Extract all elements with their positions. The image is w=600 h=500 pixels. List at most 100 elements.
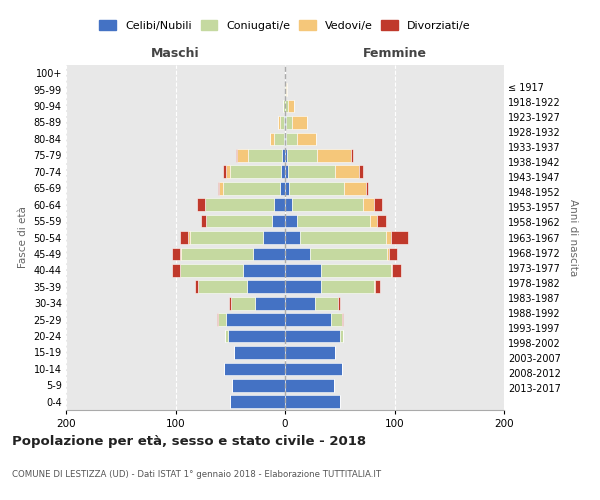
Bar bbox=[205, 198, 274, 211]
Text: Popolazione per età, sesso e stato civile - 2018: Popolazione per età, sesso e stato civil… bbox=[12, 435, 366, 448]
Bar bbox=[386, 231, 391, 244]
Bar bbox=[285, 297, 314, 310]
Bar bbox=[256, 297, 285, 310]
Bar bbox=[232, 297, 256, 310]
Bar bbox=[283, 100, 285, 112]
Bar bbox=[226, 313, 285, 326]
Bar bbox=[387, 248, 389, 260]
Bar bbox=[314, 297, 338, 310]
Bar bbox=[285, 280, 321, 293]
Bar bbox=[342, 313, 343, 326]
Bar bbox=[288, 100, 294, 112]
Bar bbox=[181, 248, 253, 260]
Bar bbox=[281, 166, 285, 178]
Bar bbox=[232, 379, 285, 392]
Bar bbox=[374, 280, 375, 293]
Bar bbox=[289, 182, 344, 194]
Bar bbox=[359, 166, 363, 178]
Bar bbox=[280, 182, 285, 194]
Bar bbox=[282, 149, 285, 162]
Bar bbox=[218, 182, 220, 194]
Bar bbox=[278, 116, 280, 129]
Bar bbox=[389, 248, 397, 260]
Bar bbox=[317, 149, 350, 162]
Bar bbox=[285, 132, 286, 145]
Bar bbox=[230, 396, 285, 408]
Bar bbox=[224, 362, 285, 376]
Bar bbox=[297, 132, 316, 145]
Bar bbox=[237, 149, 248, 162]
Bar bbox=[338, 297, 340, 310]
Bar bbox=[292, 116, 307, 129]
Bar bbox=[248, 149, 282, 162]
Bar bbox=[285, 149, 287, 162]
Bar bbox=[253, 248, 285, 260]
Bar bbox=[321, 280, 374, 293]
Bar bbox=[180, 231, 188, 244]
Bar bbox=[285, 379, 334, 392]
Bar bbox=[366, 182, 368, 194]
Bar bbox=[180, 264, 244, 277]
Bar bbox=[172, 264, 180, 277]
Bar bbox=[285, 264, 321, 277]
Bar bbox=[288, 166, 335, 178]
Text: Maschi: Maschi bbox=[151, 47, 200, 60]
Bar bbox=[285, 116, 286, 129]
Bar bbox=[284, 132, 285, 145]
Bar bbox=[284, 116, 285, 129]
Bar bbox=[363, 198, 374, 211]
Bar bbox=[274, 132, 284, 145]
Y-axis label: Fasce di età: Fasce di età bbox=[18, 206, 28, 268]
Bar bbox=[374, 198, 382, 211]
Bar bbox=[285, 198, 292, 211]
Bar bbox=[285, 313, 331, 326]
Bar bbox=[335, 166, 359, 178]
Bar bbox=[285, 362, 342, 376]
Bar bbox=[206, 214, 272, 228]
Bar bbox=[280, 116, 284, 129]
Bar bbox=[285, 346, 335, 359]
Bar bbox=[285, 182, 289, 194]
Legend: Celibi/Nubili, Coniugati/e, Vedovi/e, Divorziati/e: Celibi/Nubili, Coniugati/e, Vedovi/e, Di… bbox=[95, 16, 475, 35]
Bar bbox=[233, 346, 285, 359]
Bar bbox=[321, 264, 391, 277]
Bar bbox=[285, 330, 340, 342]
Bar bbox=[229, 297, 232, 310]
Bar bbox=[344, 182, 366, 194]
Bar bbox=[188, 231, 190, 244]
Bar bbox=[244, 264, 285, 277]
Bar bbox=[286, 132, 297, 145]
Bar bbox=[297, 214, 370, 228]
Bar bbox=[223, 166, 226, 178]
Bar bbox=[226, 166, 230, 178]
Bar bbox=[285, 248, 310, 260]
Bar bbox=[225, 330, 228, 342]
Text: Femmine: Femmine bbox=[362, 47, 427, 60]
Bar bbox=[200, 214, 206, 228]
Bar bbox=[392, 264, 401, 277]
Bar bbox=[180, 248, 181, 260]
Bar bbox=[195, 280, 199, 293]
Bar bbox=[223, 182, 280, 194]
Bar bbox=[274, 198, 285, 211]
Bar bbox=[331, 313, 342, 326]
Bar bbox=[247, 280, 285, 293]
Bar bbox=[375, 280, 380, 293]
Bar bbox=[197, 198, 205, 211]
Bar bbox=[370, 214, 377, 228]
Bar bbox=[350, 149, 353, 162]
Bar bbox=[340, 330, 343, 342]
Bar bbox=[172, 248, 180, 260]
Bar bbox=[220, 182, 223, 194]
Bar bbox=[391, 264, 392, 277]
Bar bbox=[286, 83, 287, 96]
Bar bbox=[292, 198, 363, 211]
Bar bbox=[218, 313, 226, 326]
Bar bbox=[263, 231, 285, 244]
Y-axis label: Anni di nascita: Anni di nascita bbox=[568, 199, 578, 276]
Bar bbox=[217, 313, 218, 326]
Bar bbox=[301, 231, 386, 244]
Bar bbox=[285, 396, 340, 408]
Bar bbox=[391, 231, 407, 244]
Bar bbox=[287, 149, 317, 162]
